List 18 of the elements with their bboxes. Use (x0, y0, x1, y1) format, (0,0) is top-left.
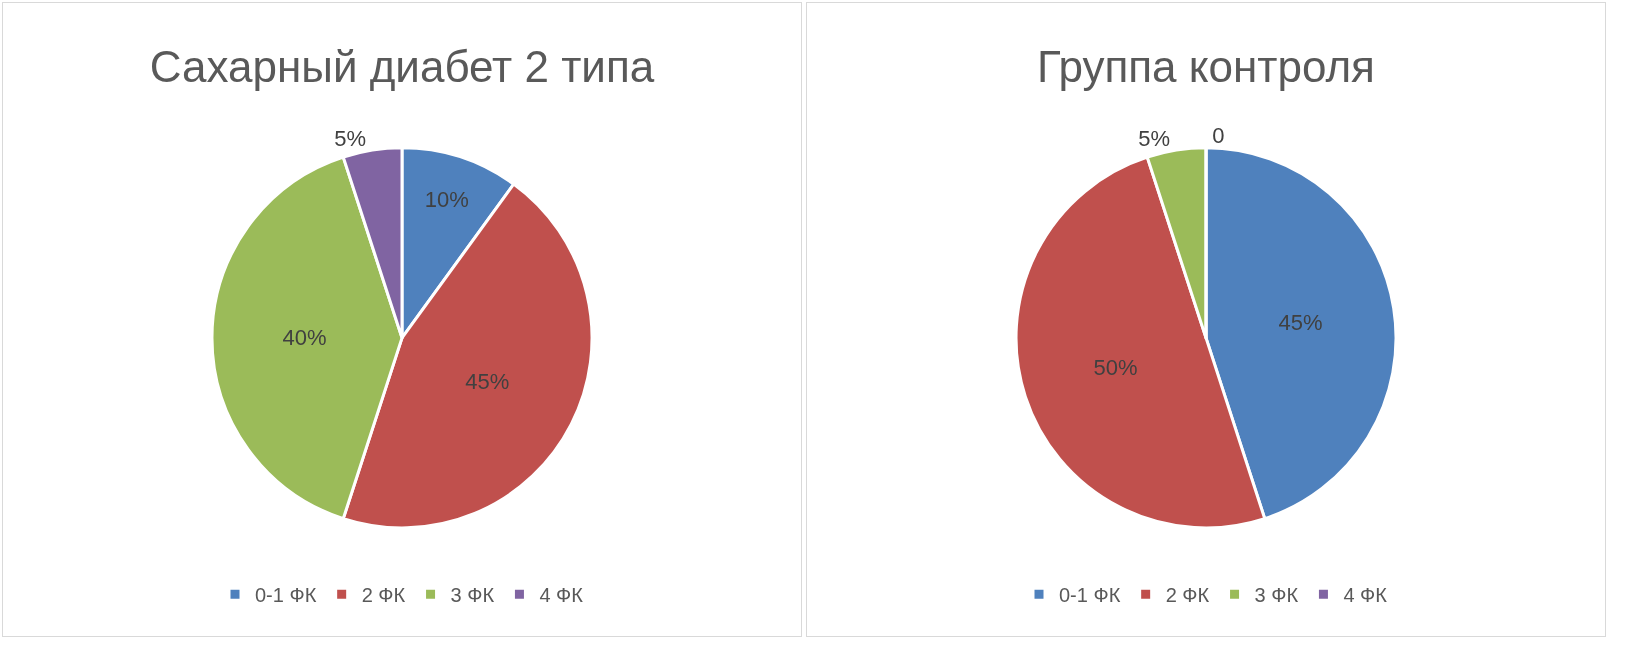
text: 0 (1212, 122, 1225, 148)
chart-title: Группа контроля (1037, 41, 1375, 91)
data-label: 50% (1093, 354, 1138, 380)
legend-label: 3 ФК (450, 584, 495, 607)
data-label: 5% (334, 125, 367, 151)
data-label: 45% (1278, 310, 1323, 336)
data-label: 10% (424, 187, 469, 213)
legend-label: 2 ФК (1165, 584, 1210, 607)
legend-label: 3 ФК (1254, 584, 1299, 607)
legend-label: 0-1 ФК (255, 584, 317, 607)
data-label: 45% (465, 368, 510, 394)
chart-title: Сахарный диабет 2 типа (149, 41, 655, 91)
data-label: 40% (282, 325, 327, 351)
data-label: 5% (1138, 125, 1171, 151)
legend-label: 4 ФК (1343, 584, 1388, 607)
legend-label: 4 ФК (539, 584, 584, 607)
legend-label: 2 ФК (361, 584, 406, 607)
legend-label: 0-1 ФК (1059, 584, 1121, 607)
